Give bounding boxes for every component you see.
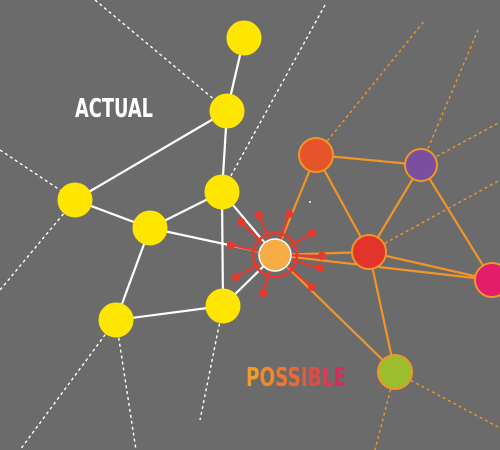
dashed-line [94,0,229,112]
edge [274,254,396,373]
edge [220,191,225,307]
spike-tip [284,209,294,219]
possible-node-purple [404,148,438,182]
spike-tip [307,228,317,238]
actual-edges [74,37,276,322]
actual-node [204,174,240,210]
actual-dashed-lines [0,0,326,450]
edge [420,164,493,281]
edge [274,253,493,282]
possible-letter: B [308,363,322,393]
spike-tip [236,217,246,227]
actual-node [209,93,245,129]
tiny-dot [309,201,311,203]
possible-letter: E [333,363,346,393]
possible-node-green [377,354,413,390]
possible-nodes [298,137,500,390]
possible-node-pink [474,262,500,298]
dashed-line [199,305,224,421]
possible-letter: S [288,363,301,393]
spike-tip [307,282,317,292]
center-node-ring [251,231,299,279]
possible-node-red [351,234,387,270]
center-node-core [258,238,292,272]
edge [115,304,224,322]
dashed-line [368,179,500,253]
possible-letter: O [259,363,275,393]
spike-tip [258,288,268,298]
actual-label: ACTUAL [75,94,153,124]
possible-letter: L [322,363,334,393]
possible-letter: S [275,363,287,393]
spike-tip [315,263,325,273]
possible-label: POSSIBLE [246,363,346,393]
actual-node [226,20,262,56]
dashed-line [19,319,117,450]
actual-node [132,210,168,246]
possible-letter: P [246,363,259,393]
dashed-line [420,29,479,166]
center-node [251,231,299,279]
dashed-line [394,371,500,429]
edge [315,154,370,253]
actual-node [98,302,134,338]
actual-nodes [57,20,262,338]
spike-tip [317,251,327,261]
possible-node-orange [298,137,334,173]
dashed-line [0,199,76,291]
actual-node [57,182,93,218]
spike-tip [254,210,264,220]
edge [367,251,397,373]
spike-tip [231,272,241,282]
possible-letter: I [301,363,308,393]
edge [368,250,493,282]
actual-node [205,288,241,324]
dashed-line [315,19,426,156]
spike-tip [226,240,236,250]
edge [74,110,228,201]
dashed-line [115,319,137,450]
